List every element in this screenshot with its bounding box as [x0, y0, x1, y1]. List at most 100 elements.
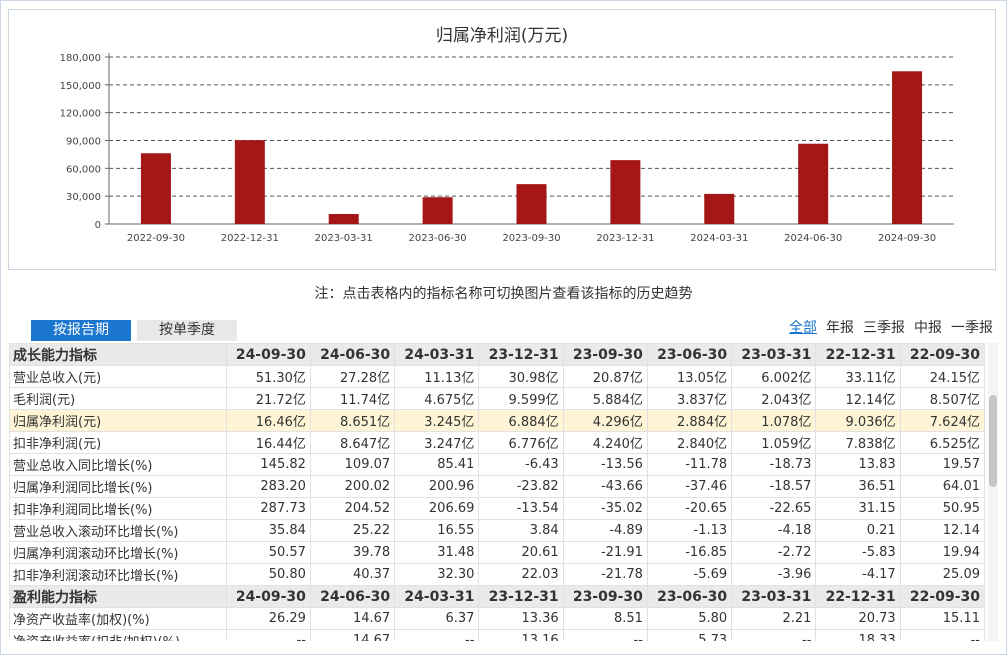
value-cell: 25.09 [899, 563, 986, 586]
value-cell: 20.61 [478, 541, 564, 564]
value-cell: -13.56 [562, 453, 648, 476]
table-row: 扣非净利润(元) 16.44亿 8.647亿 3.247亿 6.776亿 4.240亿 2.… [9, 431, 986, 454]
value-cell: 11.74亿 [309, 387, 396, 410]
value-cell: -22.65 [731, 497, 817, 520]
bar [422, 197, 453, 224]
period-all-link[interactable]: 全部 [789, 320, 817, 336]
indicator-name-link[interactable]: 扣非净利润(元) [9, 431, 227, 454]
value-cell: -4.18 [731, 519, 817, 542]
value-cell: 0.21 [815, 519, 901, 542]
tab-by-quarter[interactable]: 按单季度 [137, 320, 237, 341]
bar [234, 140, 265, 224]
indicator-name-link[interactable]: 净资产收益率(扣非/加权)(%) [9, 629, 227, 641]
value-cell: 6.37 [394, 607, 480, 630]
value-cell: 31.15 [815, 497, 901, 520]
indicator-name-link[interactable]: 毛利润(元) [9, 387, 227, 410]
date-header-cell: 24-03-31 [394, 343, 480, 366]
value-cell: -4.17 [815, 563, 901, 586]
chart-title: 归属净利润(万元) [435, 26, 569, 46]
value-cell: 35.84 [225, 519, 311, 542]
date-header-cell: 24-06-30 [309, 343, 396, 366]
indicator-name-link[interactable]: 营业总收入滚动环比增长(%) [9, 519, 227, 542]
value-cell: -13.54 [478, 497, 564, 520]
x-tick-label: 2024-03-31 [690, 233, 748, 244]
y-tick-label: 30,000 [66, 192, 101, 203]
bar [516, 184, 547, 224]
value-cell: -- [899, 629, 986, 641]
value-cell: -16.85 [646, 541, 733, 564]
period-q1-link[interactable]: 一季报 [951, 320, 993, 336]
period-filter: 全部 年报 三季报 中报 一季报 [789, 317, 993, 337]
date-header-cell: 23-12-31 [478, 585, 564, 608]
value-cell: 2.884亿 [646, 409, 733, 432]
indicator-name-link[interactable]: 营业总收入同比增长(%) [9, 453, 227, 476]
table-row: 营业总收入同比增长(%) 145.82 109.07 85.41 -6.43 -13.56… [9, 453, 986, 476]
table-row: 归属净利润(元) 16.46亿 8.651亿 3.245亿 6.884亿 4.296亿 2.… [9, 409, 986, 432]
x-tick-label: 2024-09-30 [878, 233, 936, 244]
value-cell: -5.83 [815, 541, 901, 564]
value-cell: 2.840亿 [646, 431, 733, 454]
date-header-cell: 24-06-30 [309, 585, 396, 608]
period-annual-link[interactable]: 年报 [826, 320, 854, 336]
value-cell: -18.73 [731, 453, 817, 476]
date-header-cell: 22-12-31 [815, 585, 901, 608]
value-cell: 36.51 [815, 475, 901, 498]
y-tick-label: 90,000 [66, 137, 101, 148]
value-cell: 145.82 [225, 453, 311, 476]
value-cell: 6.525亿 [899, 431, 986, 454]
table-row: 营业总收入(元) 51.30亿 27.28亿 11.13亿 30.98亿 20.87亿 13… [9, 365, 986, 388]
table-scrollbar[interactable] [988, 343, 998, 641]
value-cell: 6.884亿 [478, 409, 564, 432]
indicator-name-link[interactable]: 归属净利润同比增长(%) [9, 475, 227, 498]
x-tick-label: 2023-12-31 [596, 233, 654, 244]
indicator-name-link[interactable]: 营业总收入(元) [9, 365, 227, 388]
period-q3-link[interactable]: 三季报 [863, 320, 905, 336]
table-row: 净资产收益率(加权)(%) 26.29 14.67 6.37 13.36 8.51 5.80… [9, 607, 986, 630]
tab-by-report[interactable]: 按报告期 [31, 320, 131, 341]
indicator-name-link[interactable]: 扣非净利润同比增长(%) [9, 497, 227, 520]
period-interim-link[interactable]: 中报 [914, 320, 942, 336]
table-row: 营业总收入滚动环比增长(%) 35.84 25.22 16.55 3.84 -4.89 -1… [9, 519, 986, 542]
value-cell: 20.87亿 [562, 365, 648, 388]
value-cell: 8.507亿 [899, 387, 986, 410]
value-cell: 7.838亿 [815, 431, 901, 454]
value-cell: 13.05亿 [646, 365, 733, 388]
value-cell: 20.73 [815, 607, 901, 630]
value-cell: 9.036亿 [815, 409, 901, 432]
value-cell: 19.94 [899, 541, 986, 564]
value-cell: 33.11亿 [815, 365, 901, 388]
value-cell: 30.98亿 [478, 365, 564, 388]
value-cell: 1.059亿 [731, 431, 817, 454]
indicator-name-link[interactable]: 扣非净利润滚动环比增长(%) [9, 563, 227, 586]
value-cell: 39.78 [309, 541, 396, 564]
value-cell: 5.884亿 [562, 387, 648, 410]
value-cell: -- [394, 629, 480, 641]
indicator-name-link[interactable]: 归属净利润(元) [9, 409, 227, 432]
indicator-name-link[interactable]: 归属净利润滚动环比增长(%) [9, 541, 227, 564]
date-header-cell: 23-12-31 [478, 343, 564, 366]
value-cell: 11.13亿 [394, 365, 480, 388]
value-cell: 1.078亿 [731, 409, 817, 432]
value-cell: -35.02 [562, 497, 648, 520]
indicator-name-link[interactable]: 净资产收益率(加权)(%) [9, 607, 227, 630]
value-cell: 25.22 [309, 519, 396, 542]
date-header-cell: 22-09-30 [899, 343, 986, 366]
date-header-cell: 23-09-30 [562, 585, 648, 608]
indicator-table-container: 成长能力指标 24-09-30 24-06-30 24-03-31 23-12-31 23… [9, 343, 987, 641]
section-title: 盈利能力指标 [9, 585, 227, 608]
value-cell: 109.07 [309, 453, 396, 476]
table-row: 毛利润(元) 21.72亿 11.74亿 4.675亿 9.599亿 5.884亿 3.83… [9, 387, 986, 410]
x-tick-label: 2023-03-31 [315, 233, 373, 244]
value-cell: 6.002亿 [731, 365, 817, 388]
date-header-cell: 24-09-30 [225, 585, 311, 608]
table-scrollbar-thumb[interactable] [989, 395, 997, 487]
value-cell: 40.37 [309, 563, 396, 586]
value-cell: 8.647亿 [309, 431, 396, 454]
x-tick-label: 2023-09-30 [502, 233, 560, 244]
value-cell: 200.96 [394, 475, 480, 498]
value-cell: -- [562, 629, 648, 641]
date-header-cell: 22-09-30 [899, 585, 986, 608]
bar [610, 160, 641, 224]
section-header-row: 成长能力指标 24-09-30 24-06-30 24-03-31 23-12-31 23… [9, 343, 986, 366]
value-cell: -21.91 [562, 541, 648, 564]
